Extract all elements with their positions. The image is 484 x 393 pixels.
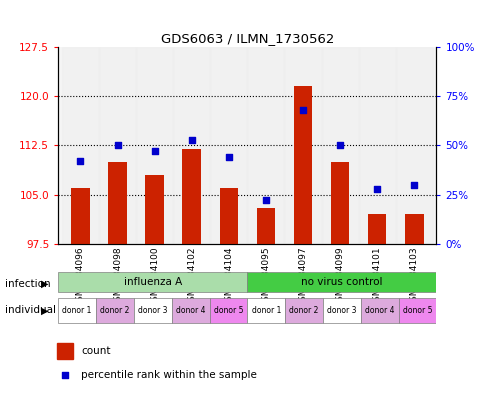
- Text: no virus control: no virus control: [301, 277, 382, 287]
- Bar: [71, 188, 90, 244]
- Point: [261, 197, 269, 204]
- Text: donor 2: donor 2: [100, 306, 129, 315]
- FancyBboxPatch shape: [58, 298, 96, 323]
- FancyBboxPatch shape: [398, 298, 436, 323]
- Point: [373, 185, 380, 192]
- Bar: [321, 47, 358, 244]
- Bar: [247, 47, 284, 244]
- Bar: [293, 86, 312, 244]
- FancyBboxPatch shape: [247, 272, 436, 292]
- FancyBboxPatch shape: [247, 298, 285, 323]
- Bar: [256, 208, 274, 244]
- Point: [409, 182, 417, 188]
- Text: donor 5: donor 5: [213, 306, 242, 315]
- Bar: [108, 162, 126, 244]
- Bar: [284, 47, 321, 244]
- Text: infection: infection: [5, 279, 50, 289]
- Bar: [367, 214, 386, 244]
- Point: [299, 107, 306, 113]
- Point: [187, 136, 195, 143]
- FancyBboxPatch shape: [58, 272, 247, 292]
- Text: donor 1: donor 1: [62, 306, 91, 315]
- Text: donor 5: donor 5: [402, 306, 431, 315]
- Bar: [358, 47, 395, 244]
- Text: count: count: [81, 346, 111, 356]
- Text: donor 1: donor 1: [251, 306, 280, 315]
- Point: [400, 264, 408, 270]
- Point: [225, 154, 232, 160]
- FancyBboxPatch shape: [134, 298, 171, 323]
- Bar: [182, 149, 200, 244]
- Title: GDS6063 / ILMN_1730562: GDS6063 / ILMN_1730562: [160, 31, 333, 44]
- Text: donor 4: donor 4: [176, 306, 205, 315]
- Text: individual: individual: [5, 305, 56, 316]
- Bar: [404, 214, 423, 244]
- FancyBboxPatch shape: [96, 298, 134, 323]
- Bar: [57, 343, 73, 359]
- Text: donor 2: donor 2: [289, 306, 318, 315]
- Point: [76, 158, 84, 164]
- Bar: [99, 47, 136, 244]
- Text: donor 3: donor 3: [327, 306, 356, 315]
- FancyBboxPatch shape: [322, 298, 360, 323]
- Point: [335, 142, 343, 149]
- Point: [113, 142, 121, 149]
- Point: [151, 148, 158, 154]
- Bar: [173, 47, 210, 244]
- Text: donor 3: donor 3: [138, 306, 167, 315]
- Text: donor 4: donor 4: [364, 306, 393, 315]
- Bar: [330, 162, 348, 244]
- FancyBboxPatch shape: [285, 298, 322, 323]
- FancyBboxPatch shape: [360, 298, 398, 323]
- Bar: [395, 47, 432, 244]
- FancyBboxPatch shape: [209, 298, 247, 323]
- FancyBboxPatch shape: [171, 298, 209, 323]
- Text: ▶: ▶: [41, 279, 48, 289]
- Text: ▶: ▶: [41, 305, 48, 316]
- Text: influenza A: influenza A: [123, 277, 182, 287]
- Bar: [136, 47, 173, 244]
- Bar: [219, 188, 238, 244]
- Bar: [145, 175, 164, 244]
- Bar: [210, 47, 247, 244]
- Text: percentile rank within the sample: percentile rank within the sample: [81, 370, 257, 380]
- Bar: [62, 47, 99, 244]
